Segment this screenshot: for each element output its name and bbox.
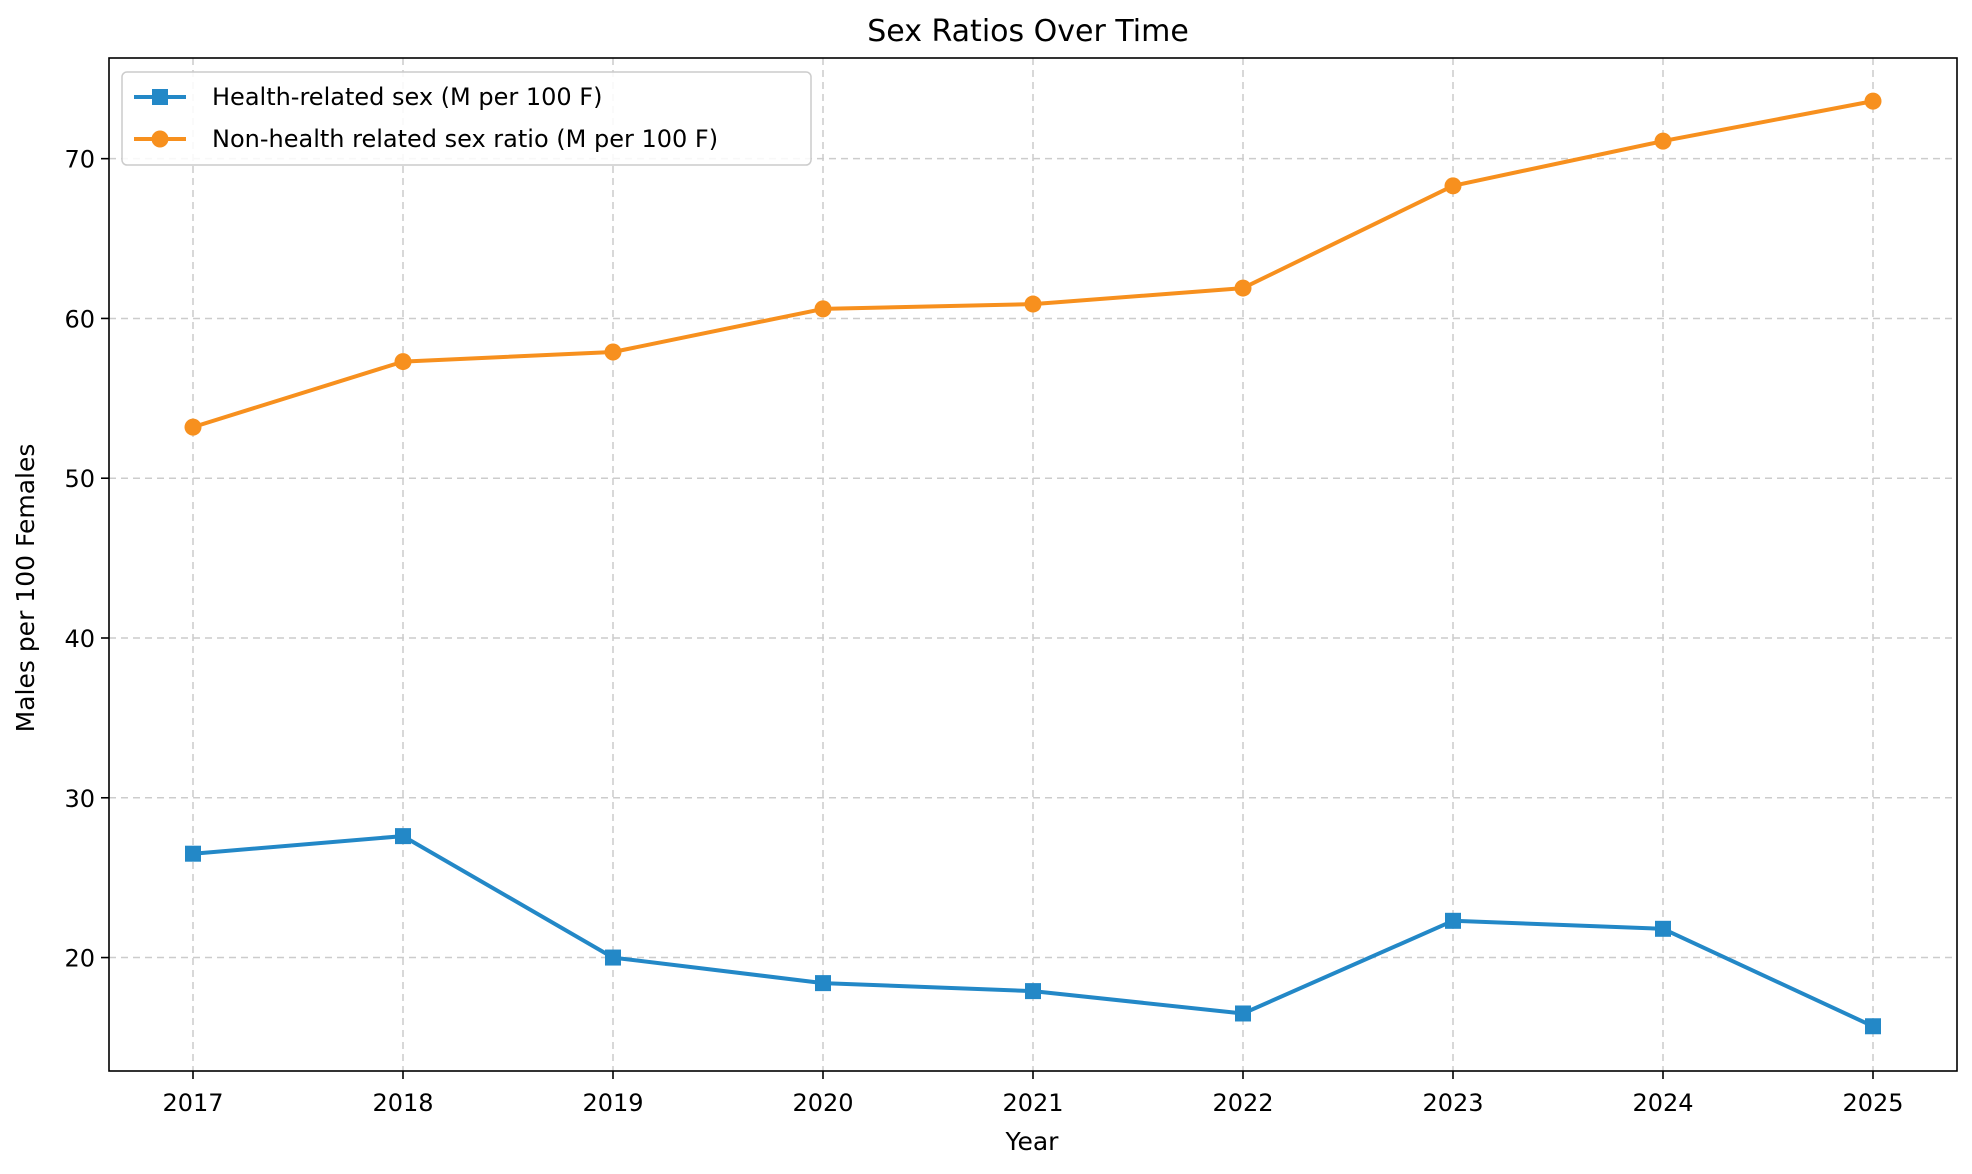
x-tick-label: 2017 <box>162 1089 223 1117</box>
data-point <box>1865 1018 1881 1035</box>
data-point <box>605 949 621 966</box>
legend-marker <box>152 89 168 105</box>
data-point <box>185 845 201 862</box>
x-tick-label: 2025 <box>1842 1089 1903 1117</box>
x-tick-label: 2023 <box>1422 1089 1483 1117</box>
y-tick-label: 50 <box>64 465 95 493</box>
legend-marker <box>151 130 169 148</box>
data-point <box>1444 177 1462 195</box>
data-point <box>1234 279 1252 297</box>
series-2 <box>184 92 1882 436</box>
data-point <box>815 975 831 992</box>
y-axis-label: Males per 100 Females <box>11 444 40 733</box>
data-point <box>814 300 832 318</box>
y-tick-label: 20 <box>64 945 95 973</box>
y-tick-label: 60 <box>64 305 95 333</box>
series-layer <box>184 92 1882 1035</box>
x-tick-label: 2021 <box>1002 1089 1063 1117</box>
data-point <box>1655 920 1671 937</box>
y-tick-label: 40 <box>64 625 95 653</box>
legend-label: Health-related sex (M per 100 F) <box>212 83 602 111</box>
x-tick-label: 2020 <box>792 1089 853 1117</box>
data-point <box>1864 92 1882 110</box>
data-point <box>394 353 412 371</box>
legend: Health-related sex (M per 100 F) Non-heal… <box>121 71 812 166</box>
data-point <box>1235 1005 1251 1022</box>
legend-box <box>121 71 812 166</box>
x-tick-label: 2018 <box>372 1089 433 1117</box>
y-tick-label: 30 <box>64 785 95 813</box>
chart-title: Sex Ratios Over Time <box>867 14 1189 49</box>
y-axis-ticks: 20 30 40 50 60 70 <box>64 146 109 973</box>
data-point <box>1654 132 1672 150</box>
data-point <box>1025 983 1041 1000</box>
data-point <box>395 828 411 845</box>
data-point <box>604 343 622 361</box>
x-tick-label: 2019 <box>582 1089 643 1117</box>
y-tick-label: 70 <box>64 146 95 174</box>
grid-lines <box>109 58 1957 1071</box>
series-1 <box>185 828 1881 1035</box>
x-tick-label: 2024 <box>1632 1089 1693 1117</box>
data-point <box>1445 912 1461 929</box>
x-axis-ticks: 2017 2018 2019 2020 2021 2022 2023 2024 2025 <box>162 1071 1904 1117</box>
data-point <box>1024 295 1042 313</box>
legend-label: Non-health related sex ratio (M per 100 … <box>212 125 718 153</box>
x-tick-label: 2022 <box>1212 1089 1273 1117</box>
data-point <box>184 418 202 436</box>
x-axis-label: Year <box>1005 1127 1060 1156</box>
